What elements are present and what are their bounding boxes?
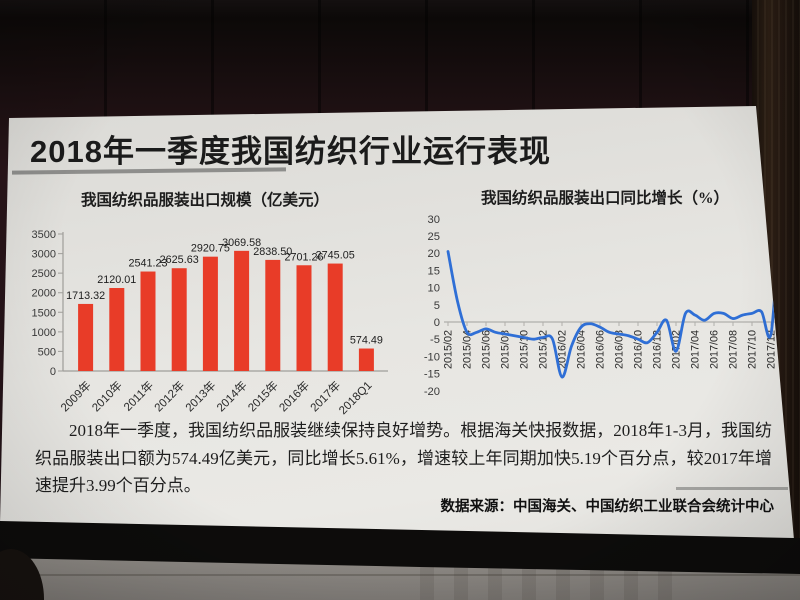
x-axis-tick-label: 2015/08 <box>500 330 512 369</box>
x-axis-tick-label: 2015/12 <box>538 330 550 369</box>
x-axis-tick-label: 2015/10 <box>519 330 531 369</box>
y-axis-tick-label: 3500 <box>32 229 56 241</box>
summary-paragraph: 2018年一季度，我国纺织品服装继续保持良好增势。根据海关快报数据，2018年1… <box>35 421 772 495</box>
y-axis-tick-label: 5 <box>434 300 440 312</box>
slide-title: 2018年一季度我国纺织行业运行表现 <box>30 134 551 169</box>
x-axis-tick-label: 2017/10 <box>747 330 759 369</box>
x-axis-tick-label: 2015年 <box>245 378 281 414</box>
export-scale-bar-chart: 0 500 1000 1500 2000 2500 3000 3500 1713.32 2009年… <box>32 229 388 417</box>
bar <box>140 271 156 371</box>
x-axis-tick-label: 2016/02 <box>557 330 569 369</box>
bar <box>234 250 250 371</box>
bar-value-label: 2625.63 <box>160 254 199 266</box>
y-axis-tick-label: 1000 <box>32 327 56 339</box>
x-axis-tick-label: 2011年 <box>121 378 157 414</box>
y-axis-tick-label: 2500 <box>32 268 56 280</box>
x-axis-tick-label: 2016/08 <box>614 330 626 369</box>
source-divider-line <box>676 487 788 490</box>
bar-value-label: 2838.50 <box>253 246 292 258</box>
bar-value-label: 2541.23 <box>128 258 167 270</box>
y-axis-tick-label: 10 <box>428 283 440 295</box>
bar <box>109 288 125 371</box>
y-axis-tick-label: 2000 <box>32 288 56 300</box>
x-axis-tick-label: 2014年 <box>214 378 250 414</box>
bar-value-label: 2745.05 <box>316 250 355 262</box>
bar <box>296 265 312 371</box>
bar-value-label: 1713.32 <box>66 290 105 302</box>
bar-value-label: 2120.01 <box>97 274 136 286</box>
bar-chart-title: 我国纺织品服装出口规模（亿美元） <box>80 192 329 209</box>
bar <box>171 268 187 371</box>
y-axis-tick-label: -20 <box>424 386 440 398</box>
floor-plank-line <box>0 574 800 576</box>
x-axis-tick-label: 2015/06 <box>481 330 493 369</box>
y-axis-tick-label: 20 <box>428 248 440 260</box>
bar <box>78 303 94 371</box>
x-axis-tick-label: 2017/04 <box>690 330 702 369</box>
export-scale-bar-chart-block: 我国纺织品服装出口规模（亿美元） 0 500 1000 1500 2000 2500 300… <box>10 188 400 418</box>
x-axis-tick-label: 2015/02 <box>443 330 455 369</box>
x-axis-tick-label: 2017/08 <box>728 330 740 369</box>
x-axis-tick-label: 2016年 <box>276 378 312 414</box>
y-axis-tick-label: 25 <box>428 231 440 243</box>
y-axis-tick-label: 0 <box>50 366 56 378</box>
line-chart-title: 我国纺织品服装出口同比增长（%） <box>480 190 729 207</box>
bar-value-label: 3069.58 <box>222 237 261 249</box>
x-axis-tick-label: 2017/06 <box>709 330 721 369</box>
data-source-note: 数据来源：中国海关、中国纺织工业联合会统计中心 <box>440 499 775 515</box>
y-axis-tick-label: -5 <box>430 334 440 346</box>
x-axis-tick-label: 2013年 <box>182 378 218 414</box>
x-axis-tick-label: 2012年 <box>151 378 187 414</box>
y-axis-tick-label: 15 <box>428 265 440 277</box>
bar <box>265 259 281 371</box>
bar-value-label: 574.49 <box>350 335 383 347</box>
y-axis-tick-label: 0 <box>434 317 440 329</box>
y-axis-tick-label: 3000 <box>32 249 56 261</box>
y-axis-tick-label: 1500 <box>32 307 56 319</box>
bar-value-label: 2920.75 <box>191 243 230 255</box>
x-axis-tick-label: 2017/12 <box>766 330 778 369</box>
bar <box>202 256 218 371</box>
wall-panel-seams <box>0 0 800 125</box>
x-axis-tick-label: 2015/04 <box>462 330 474 369</box>
x-axis-tick-label: 2016/10 <box>633 330 645 369</box>
yoy-growth-line-chart-block: 我国纺织品服装出口同比增长（%） 30 25 20 15 10 5 0 -5 -10 -15 -20… <box>410 186 794 416</box>
bar <box>358 348 374 371</box>
y-axis-tick-label: 30 <box>428 214 440 226</box>
yoy-growth-line-chart: 30 25 20 15 10 5 0 -5 -10 -15 -20 2015/02 2015/04 201… <box>424 214 794 398</box>
y-axis-tick-label: 500 <box>38 346 56 358</box>
bar-value-label: 2701.26 <box>284 251 323 263</box>
bar <box>327 263 343 371</box>
y-axis-tick-label: -10 <box>424 351 440 363</box>
x-axis-tick-label: 2009年 <box>58 378 94 414</box>
x-axis-tick-label: 2018Q1 <box>337 380 374 417</box>
x-axis-tick-label: 2016/06 <box>595 330 607 369</box>
x-axis-tick-label: 2016/04 <box>576 330 588 369</box>
x-axis-tick-label: 2016/12 <box>652 330 664 369</box>
growth-line-series <box>446 229 792 379</box>
y-axis-tick-label: -15 <box>424 369 440 381</box>
x-axis-tick-label: 2010年 <box>89 378 125 414</box>
